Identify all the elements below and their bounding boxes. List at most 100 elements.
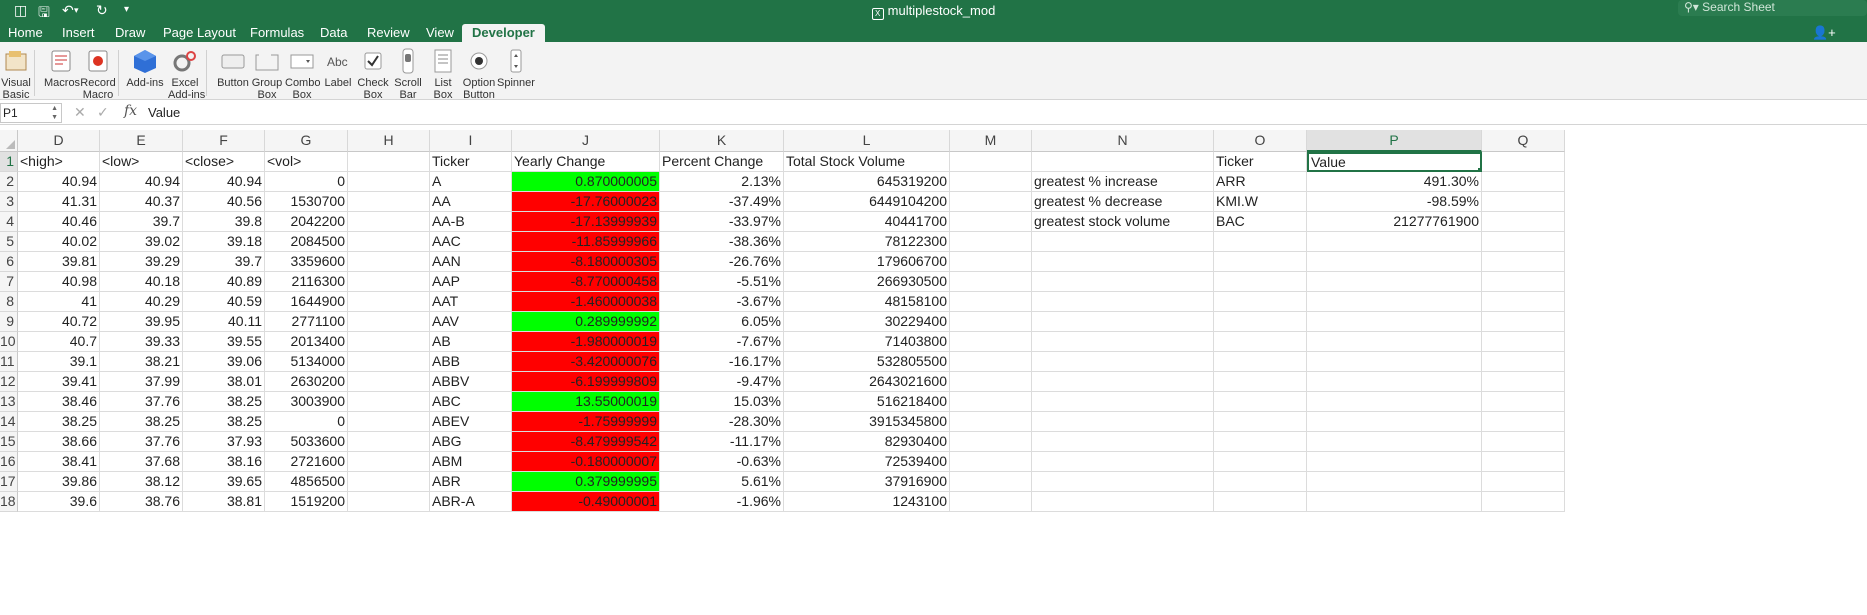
spinner-button[interactable]: Spinner — [496, 48, 536, 89]
cell-g4[interactable]: 2042200 — [265, 212, 348, 232]
cell-g14[interactable]: 0 — [265, 412, 348, 432]
cell-q1[interactable] — [1482, 152, 1565, 172]
cell-h7[interactable] — [348, 272, 430, 292]
cell-m11[interactable] — [950, 352, 1032, 372]
cell-e14[interactable]: 38.25 — [100, 412, 183, 432]
row-header-13[interactable]: 13 — [0, 392, 18, 412]
cell-h14[interactable] — [348, 412, 430, 432]
row-header-11[interactable]: 11 — [0, 352, 18, 372]
cell-n4[interactable]: greatest stock volume — [1032, 212, 1214, 232]
tab-view[interactable]: View — [426, 25, 454, 40]
cell-q11[interactable] — [1482, 352, 1565, 372]
cell-n14[interactable] — [1032, 412, 1214, 432]
cell-i12[interactable]: ABBV — [430, 372, 512, 392]
cell-h8[interactable] — [348, 292, 430, 312]
column-header-i[interactable]: I — [430, 130, 512, 152]
cell-d5[interactable]: 40.02 — [18, 232, 100, 252]
cell-p3[interactable]: -98.59% — [1307, 192, 1482, 212]
cell-f4[interactable]: 39.8 — [183, 212, 265, 232]
list-box-button[interactable]: List Box — [428, 48, 458, 101]
cell-n6[interactable] — [1032, 252, 1214, 272]
cell-k8[interactable]: -3.67% — [660, 292, 784, 312]
cell-m15[interactable] — [950, 432, 1032, 452]
cell-o5[interactable] — [1214, 232, 1307, 252]
cell-f14[interactable]: 38.25 — [183, 412, 265, 432]
cell-p10[interactable] — [1307, 332, 1482, 352]
cell-e3[interactable]: 40.37 — [100, 192, 183, 212]
cell-i11[interactable]: ABB — [430, 352, 512, 372]
column-header-o[interactable]: O — [1214, 130, 1307, 152]
cell-g13[interactable]: 3003900 — [265, 392, 348, 412]
cell-e6[interactable]: 39.29 — [100, 252, 183, 272]
cell-k11[interactable]: -16.17% — [660, 352, 784, 372]
cell-l18[interactable]: 1243100 — [784, 492, 950, 512]
column-header-m[interactable]: M — [950, 130, 1032, 152]
cell-e11[interactable]: 38.21 — [100, 352, 183, 372]
cell-p1[interactable]: Value — [1307, 152, 1482, 172]
tab-insert[interactable]: Insert — [62, 25, 95, 40]
cell-h17[interactable] — [348, 472, 430, 492]
cell-f18[interactable]: 38.81 — [183, 492, 265, 512]
cell-p12[interactable] — [1307, 372, 1482, 392]
cell-l11[interactable]: 532805500 — [784, 352, 950, 372]
cell-d18[interactable]: 39.6 — [18, 492, 100, 512]
row-header-17[interactable]: 17 — [0, 472, 18, 492]
row-header-3[interactable]: 3 — [0, 192, 18, 212]
insert-function-icon[interactable]: fx — [124, 103, 138, 119]
cell-q12[interactable] — [1482, 372, 1565, 392]
cell-m14[interactable] — [950, 412, 1032, 432]
cell-p18[interactable] — [1307, 492, 1482, 512]
option-button-button[interactable]: Option Button — [460, 48, 498, 101]
cell-l7[interactable]: 266930500 — [784, 272, 950, 292]
row-header-14[interactable]: 14 — [0, 412, 18, 432]
cell-h18[interactable] — [348, 492, 430, 512]
cell-q16[interactable] — [1482, 452, 1565, 472]
enter-icon[interactable]: ✓ — [97, 104, 109, 120]
cell-m3[interactable] — [950, 192, 1032, 212]
cell-k2[interactable]: 2.13% — [660, 172, 784, 192]
cell-g11[interactable]: 5134000 — [265, 352, 348, 372]
tab-home[interactable]: Home — [8, 25, 43, 40]
cell-p7[interactable] — [1307, 272, 1482, 292]
column-header-l[interactable]: L — [784, 130, 950, 152]
cell-m6[interactable] — [950, 252, 1032, 272]
cell-k12[interactable]: -9.47% — [660, 372, 784, 392]
column-header-h[interactable]: H — [348, 130, 430, 152]
cell-g8[interactable]: 1644900 — [265, 292, 348, 312]
cell-l1[interactable]: Total Stock Volume — [784, 152, 950, 172]
cell-o1[interactable]: Ticker — [1214, 152, 1307, 172]
row-header-2[interactable]: 2 — [0, 172, 18, 192]
cell-e7[interactable]: 40.18 — [100, 272, 183, 292]
row-header-9[interactable]: 9 — [0, 312, 18, 332]
name-box-stepper-icon[interactable]: ▲ ▼ — [51, 105, 58, 121]
record-macro-button[interactable]: Record Macro — [80, 48, 116, 101]
column-header-f[interactable]: F — [183, 130, 265, 152]
cell-j16[interactable]: -0.180000007 — [512, 452, 660, 472]
cell-m13[interactable] — [950, 392, 1032, 412]
cell-d13[interactable]: 38.46 — [18, 392, 100, 412]
cell-o4[interactable]: BAC — [1214, 212, 1307, 232]
cell-q5[interactable] — [1482, 232, 1565, 252]
cell-j18[interactable]: -0.49000001 — [512, 492, 660, 512]
cell-p16[interactable] — [1307, 452, 1482, 472]
group-box-button[interactable]: Group Box — [250, 48, 284, 101]
cell-o10[interactable] — [1214, 332, 1307, 352]
undo-icon[interactable]: ↶ — [62, 2, 74, 18]
cell-e5[interactable]: 39.02 — [100, 232, 183, 252]
cell-l2[interactable]: 645319200 — [784, 172, 950, 192]
column-header-p[interactable]: P — [1307, 130, 1482, 152]
cell-l15[interactable]: 82930400 — [784, 432, 950, 452]
cell-o3[interactable]: KMI.W — [1214, 192, 1307, 212]
sidebar-toggle-icon[interactable]: ◫ — [14, 2, 28, 18]
cell-i5[interactable]: AAC — [430, 232, 512, 252]
excel-add-ins-button[interactable]: Excel Add-ins — [168, 48, 205, 101]
cell-d15[interactable]: 38.66 — [18, 432, 100, 452]
cell-d6[interactable]: 39.81 — [18, 252, 100, 272]
cell-n16[interactable] — [1032, 452, 1214, 472]
cell-o9[interactable] — [1214, 312, 1307, 332]
cell-d9[interactable]: 40.72 — [18, 312, 100, 332]
tab-draw[interactable]: Draw — [115, 25, 146, 40]
tab-data[interactable]: Data — [320, 25, 348, 40]
cell-q14[interactable] — [1482, 412, 1565, 432]
cell-g10[interactable]: 2013400 — [265, 332, 348, 352]
